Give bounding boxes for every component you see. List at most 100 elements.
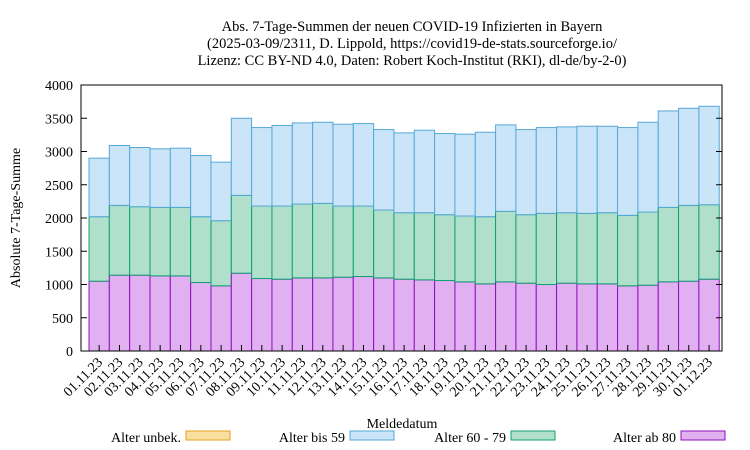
bar-alter-ab-80-15-11-23 (373, 277, 395, 352)
y-tick-label: 2000 (45, 212, 73, 227)
bar-alter-ab-80-22-11-23 (515, 282, 537, 352)
bar-alter-bis-59-16-11-23 (393, 132, 415, 214)
bar-alter-60-79-14-11-23 (352, 205, 375, 278)
bar-alter-ab-80-21-11-23 (495, 281, 517, 352)
x-axis-label: Meldedatum (367, 417, 438, 432)
bar-alter-60-79-25-11-23 (576, 212, 598, 285)
y-tick-label: 0 (66, 345, 73, 360)
bar-alter-60-79-28-11-23 (637, 211, 659, 286)
bar-alter-ab-80-01-12-23 (698, 278, 720, 352)
bar-alter-bis-59-02-11-23 (108, 145, 131, 206)
bar-alter-ab-80-06-11-23 (190, 282, 212, 352)
chart-title-line-1: Abs. 7-Tage-Summen der neuen COVID-19 In… (222, 19, 603, 35)
chart-title-line-3: Lizenz: CC BY-ND 4.0, Daten: Robert Koch… (198, 53, 627, 69)
bar-alter-bis-59-06-11-23 (190, 154, 212, 218)
bar-alter-ab-80-01-11-23 (88, 280, 110, 352)
bar-alter-bis-59-30-11-23 (678, 107, 700, 206)
bar-alter-ab-80-11-11-23 (291, 277, 314, 352)
bar-alter-bis-59-27-11-23 (617, 127, 639, 216)
bar-alter-bis-59-21-11-23 (495, 124, 517, 212)
bar-alter-ab-80-30-11-23 (678, 280, 700, 352)
bar-alter-ab-80-02-11-23 (108, 274, 131, 352)
legend-swatch-alter-bis-59 (349, 430, 395, 441)
bar-alter-bis-59-12-11-23 (312, 121, 334, 204)
bar-alter-60-79-01-12-23 (698, 204, 720, 280)
legend-label-alter-unbek: Alter unbek. (111, 431, 181, 446)
legend-swatch-alter-unbek (185, 430, 231, 441)
x-axis: 01.11.2302.11.2303.11.2304.11.2305.11.23… (61, 345, 716, 400)
bar-alter-ab-80-28-11-23 (637, 284, 659, 352)
bar-alter-60-79-15-11-23 (373, 209, 395, 279)
bar-alter-ab-80-04-11-23 (149, 275, 171, 352)
bar-alter-bis-59-17-11-23 (413, 129, 436, 214)
bar-alter-bis-59-07-11-23 (210, 161, 232, 222)
bar-alter-bis-59-20-11-23 (474, 131, 497, 218)
chart-title: Abs. 7-Tage-Summen der neuen COVID-19 In… (198, 19, 627, 69)
legend: Alter unbek. Alter bis 59 Alter 60 - 79 Alt… (111, 430, 726, 446)
bar-alter-ab-80-25-11-23 (576, 283, 598, 352)
bar-alter-bis-59-26-11-23 (596, 125, 619, 214)
bar-alter-ab-80-23-11-23 (535, 284, 558, 352)
bar-alter-bis-59-09-11-23 (251, 127, 273, 207)
legend-label-alter-bis-59: Alter bis 59 (279, 431, 345, 446)
y-tick-label: 1000 (45, 279, 73, 294)
bar-alter-bis-59-08-11-23 (230, 117, 253, 196)
y-tick-label: 3500 (45, 112, 73, 127)
bar-alter-60-79-12-11-23 (312, 202, 334, 279)
chart-title-line-2: (2025-03-09/2311, D. Lippold, https://co… (207, 36, 618, 52)
bar-alter-60-79-11-11-23 (291, 203, 314, 279)
bar-alter-60-79-22-11-23 (515, 214, 537, 284)
bar-alter-60-79-18-11-23 (434, 214, 456, 282)
bar-alter-ab-80-05-11-23 (169, 275, 192, 352)
bar-alter-ab-80-27-11-23 (617, 285, 639, 352)
bar-alter-60-79-19-11-23 (454, 215, 476, 283)
bar-alter-bis-59-23-11-23 (535, 127, 558, 214)
y-tick-label: 500 (52, 312, 73, 327)
bar-alter-bis-59-28-11-23 (637, 121, 659, 213)
bar-alter-ab-80-20-11-23 (474, 283, 497, 352)
bar-alter-bis-59-01-11-23 (88, 157, 110, 218)
y-tick-label: 4000 (45, 79, 73, 94)
bar-alter-60-79-17-11-23 (413, 212, 436, 281)
bar-alter-60-79-24-11-23 (556, 212, 578, 284)
bar-alter-ab-80-24-11-23 (556, 282, 578, 352)
bar-alter-bis-59-11-11-23 (291, 122, 314, 205)
bar-alter-ab-80-14-11-23 (352, 276, 375, 352)
bar-alter-bis-59-25-11-23 (576, 125, 598, 214)
bar-alter-60-79-02-11-23 (108, 204, 131, 276)
bar-alter-bis-59-03-11-23 (129, 147, 151, 208)
y-axis: 0 500 1000 1500 2000 2500 3000 3500 4000 (45, 79, 722, 360)
bar-alter-ab-80-03-11-23 (129, 274, 151, 352)
bar-alter-ab-80-13-11-23 (332, 276, 354, 352)
bar-alter-bis-59-22-11-23 (515, 129, 537, 216)
bar-alter-bis-59-15-11-23 (373, 129, 395, 211)
bar-alter-bis-59-24-11-23 (556, 126, 578, 214)
bar-alter-60-79-26-11-23 (596, 212, 619, 285)
bar-alter-60-79-16-11-23 (393, 212, 415, 280)
bar-alter-bis-59-13-11-23 (332, 123, 354, 207)
bars-group (88, 105, 720, 352)
bar-alter-60-79-03-11-23 (129, 206, 151, 276)
bar-alter-60-79-20-11-23 (474, 216, 497, 285)
legend-label-alter-60-79: Alter 60 - 79 (434, 431, 506, 446)
y-tick-label: 3000 (45, 146, 73, 161)
bar-alter-60-79-06-11-23 (190, 216, 212, 284)
bar-alter-60-79-29-11-23 (657, 206, 680, 283)
bar-alter-ab-80-18-11-23 (434, 280, 456, 352)
bar-alter-60-79-23-11-23 (535, 212, 558, 285)
y-tick-label: 2500 (45, 179, 73, 194)
bar-alter-60-79-10-11-23 (271, 205, 293, 280)
bar-alter-60-79-09-11-23 (251, 205, 273, 280)
bar-alter-ab-80-19-11-23 (454, 281, 476, 352)
bar-alter-bis-59-29-11-23 (657, 110, 680, 208)
legend-swatch-alter-ab-80 (680, 430, 726, 441)
bar-alter-60-79-30-11-23 (678, 204, 700, 282)
bar-alter-ab-80-26-11-23 (596, 283, 619, 352)
bar-alter-bis-59-14-11-23 (352, 123, 375, 207)
bar-alter-60-79-04-11-23 (149, 206, 171, 277)
bar-alter-ab-80-08-11-23 (230, 272, 253, 352)
bar-alter-ab-80-07-11-23 (210, 285, 232, 352)
bar-alter-bis-59-19-11-23 (454, 133, 476, 217)
bar-alter-bis-59-01-12-23 (698, 105, 720, 206)
